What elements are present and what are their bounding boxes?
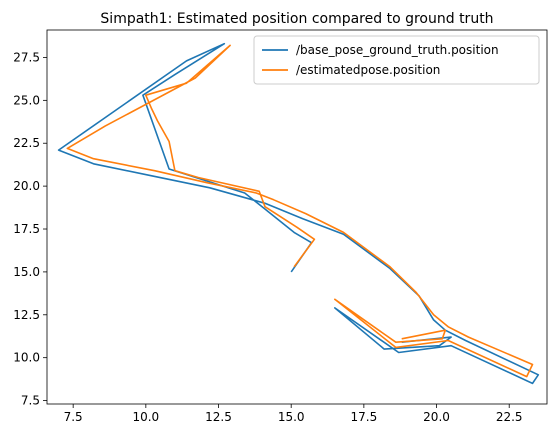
x-tick-label: 12.5	[205, 410, 232, 424]
y-tick-label: 17.5	[13, 222, 40, 236]
legend-label: /base_pose_ground_truth.position	[296, 43, 499, 57]
x-tick-label: 7.5	[64, 410, 83, 424]
y-tick-label: 12.5	[13, 308, 40, 322]
y-tick-label: 20.0	[13, 179, 40, 193]
x-tick-label: 10.0	[132, 410, 159, 424]
legend: /base_pose_ground_truth.position/estimat…	[254, 36, 539, 84]
x-tick-label: 15.0	[278, 410, 305, 424]
series-line-1	[59, 44, 539, 384]
x-tick-label: 20.0	[423, 410, 450, 424]
y-tick-label: 25.0	[13, 93, 40, 107]
chart-title: Simpath1: Estimated position compared to…	[100, 11, 493, 27]
y-tick-label: 22.5	[13, 136, 40, 150]
y-tick-label: 7.5	[21, 394, 40, 408]
legend-label: /estimatedpose.position	[296, 63, 440, 77]
y-tick-label: 27.5	[13, 50, 40, 64]
series-layer	[59, 44, 539, 384]
y-tick-label: 15.0	[13, 265, 40, 279]
x-tick-label: 22.5	[496, 410, 523, 424]
x-tick-label: 17.5	[351, 410, 378, 424]
y-tick-label: 10.0	[13, 351, 40, 365]
axes: 7.5 10.0 12.5 15.0 17.5 20.0 22.5 7.5 10.0 12.5 15…	[13, 50, 522, 424]
